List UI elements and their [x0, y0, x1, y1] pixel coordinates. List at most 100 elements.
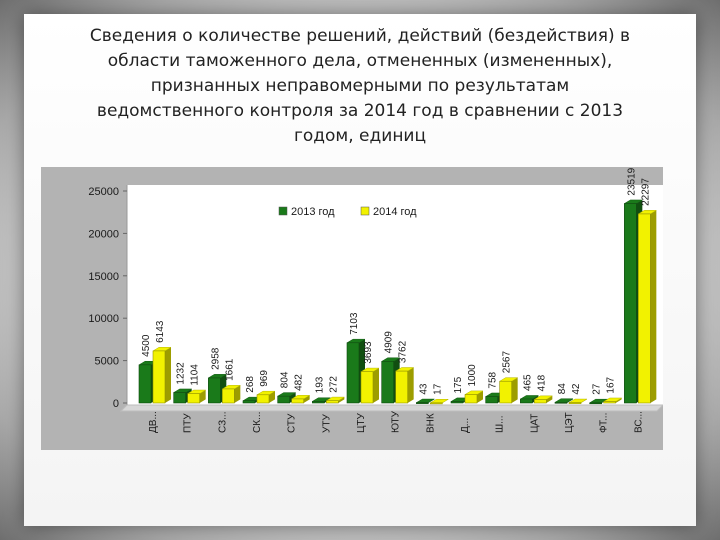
bar-side-1-7	[407, 367, 414, 403]
bar-1-6	[360, 371, 374, 404]
data-label-1-11: 418	[536, 374, 547, 391]
category-label-12: ЦЭТ	[564, 412, 575, 433]
bar-side-1-11	[546, 395, 553, 403]
category-label-3: СК...	[252, 412, 263, 433]
legend-label-1: 2014 год	[373, 206, 417, 218]
data-label-0-3: 268	[245, 376, 256, 393]
bar-0-2	[208, 377, 221, 404]
data-label-0-4: 804	[280, 371, 291, 388]
data-label-0-14: 23519	[626, 167, 637, 195]
legend-swatch-0	[278, 206, 288, 216]
bar-0-6	[346, 342, 360, 404]
data-label-1-0: 6143	[155, 320, 166, 343]
bar-0-3	[242, 400, 256, 404]
category-label-13: ФТ...	[599, 413, 610, 433]
data-label-1-14: 22297	[640, 178, 651, 206]
bar-side-1-1	[199, 390, 206, 403]
bar-0-5	[312, 401, 325, 404]
category-label-9: Д...	[460, 418, 471, 433]
bar-0-1	[173, 392, 186, 404]
data-label-0-2: 2958	[210, 347, 221, 370]
title-line-4: ведомственного контроля за 2014 год в ср…	[96, 101, 624, 121]
bar-0-9	[450, 401, 464, 404]
data-label-1-4: 482	[294, 374, 305, 391]
bar-side-1-4	[303, 395, 310, 403]
data-label-0-12: 84	[557, 383, 568, 395]
bar-0-14	[624, 203, 637, 404]
data-label-0-6: 7103	[349, 312, 360, 335]
legend-swatch-1	[360, 206, 370, 216]
bar-1-8	[430, 402, 443, 405]
data-label-1-3: 969	[259, 370, 270, 387]
bar-side-1-2	[234, 385, 241, 403]
y-tick-label-3: 15000	[88, 271, 119, 283]
data-label-1-1: 1104	[190, 364, 201, 386]
legend-label-0: 2013 год	[291, 206, 335, 218]
bar-0-7	[381, 361, 394, 404]
bar-side-1-6	[373, 368, 379, 403]
category-label-11: ЦАТ	[529, 414, 540, 433]
title-line-3: признанных неправомерными по результатам	[150, 76, 570, 96]
data-label-0-1: 1232	[176, 362, 187, 385]
bar-1-7	[395, 370, 408, 404]
category-label-10: Ш...	[495, 416, 506, 434]
category-label-5: УТУ	[321, 414, 332, 433]
plot-floor	[119, 404, 663, 412]
bar-1-3	[256, 394, 270, 404]
category-label-0: ДВ...	[148, 411, 159, 433]
data-label-1-10: 2567	[502, 351, 513, 374]
data-label-0-9: 175	[453, 376, 464, 393]
bar-side-1-14	[650, 210, 657, 403]
title-line-1: Сведения о количестве решений, действий …	[89, 26, 631, 46]
bar-0-11	[520, 398, 533, 404]
bar-0-8	[416, 402, 429, 404]
data-label-1-7: 3762	[398, 340, 409, 363]
data-label-1-8: 17	[432, 383, 443, 395]
y-tick-label-0: 0	[113, 398, 119, 410]
bar-0-13	[589, 402, 602, 405]
bar-0-12	[554, 401, 568, 404]
category-label-6: ЦТУ	[356, 412, 367, 433]
chart-area: 0 5000 10000 15000 20000 25000 2013 год 2014 го…	[41, 167, 663, 450]
data-label-0-0: 4500	[141, 334, 152, 357]
data-label-0-10: 758	[488, 371, 499, 388]
data-label-0-13: 27	[592, 383, 603, 395]
data-label-1-5: 272	[328, 376, 339, 393]
bar-side-1-0	[165, 347, 171, 403]
data-label-0-8: 43	[418, 383, 429, 395]
data-label-0-11: 465	[522, 374, 533, 391]
bar-1-1	[187, 393, 200, 404]
bar-1-11	[534, 399, 547, 404]
bar-0-10	[485, 396, 498, 404]
data-label-1-6: 3693	[363, 341, 374, 364]
bar-1-14	[638, 213, 651, 404]
y-tick-label-5: 25000	[88, 186, 119, 198]
bar-1-2	[222, 388, 235, 404]
bar-side-0-4	[289, 392, 296, 403]
category-label-2: СЗ...	[217, 412, 228, 433]
category-label-4: СТУ	[287, 413, 298, 433]
bar-side-1-10	[511, 377, 518, 403]
data-label-1-2: 1661	[224, 358, 235, 381]
title-line-2: области таможенного дела, отмененных (из…	[107, 51, 613, 71]
title-line-5: годом, единиц	[293, 126, 427, 146]
bar-0-4	[277, 395, 290, 404]
bar-1-13	[603, 401, 616, 404]
bar-1-0	[152, 350, 166, 404]
bar-1-9	[464, 394, 478, 404]
category-label-8: ВНК	[425, 413, 436, 433]
data-label-1-12: 42	[571, 383, 582, 395]
category-label-7: ЮТУ	[391, 410, 402, 433]
bar-chart: 0 5000 10000 15000 20000 25000 2013 год 2014 го…	[41, 167, 663, 450]
data-label-0-7: 4909	[384, 331, 395, 354]
y-tick-label-4: 20000	[88, 228, 119, 240]
bar-1-10	[499, 380, 512, 404]
bar-1-5	[326, 400, 339, 404]
bar-1-12	[568, 402, 582, 404]
y-tick-label-1: 5000	[95, 356, 119, 368]
bar-1-4	[291, 398, 304, 404]
category-label-1: ПТУ	[183, 413, 194, 433]
data-label-1-9: 1000	[467, 364, 478, 387]
bar-side-1-13	[615, 397, 622, 403]
bar-side-1-9	[477, 390, 483, 403]
